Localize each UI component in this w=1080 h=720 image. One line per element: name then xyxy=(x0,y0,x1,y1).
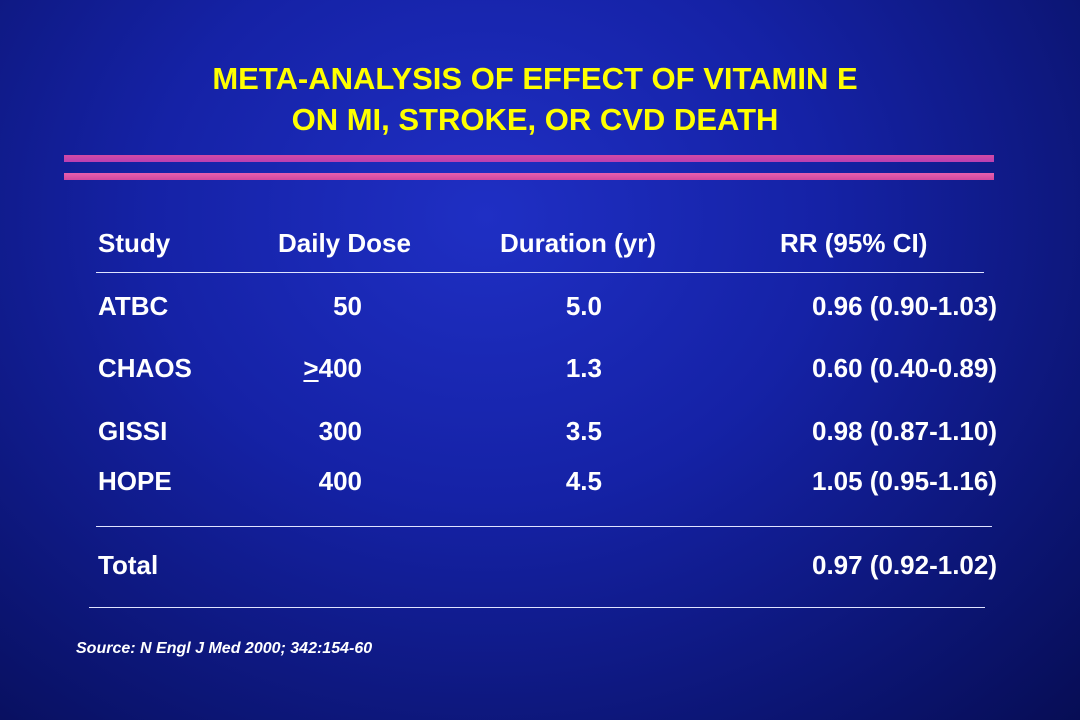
title-line-2: ON MI, STROKE, OR CVD DEATH xyxy=(291,102,779,137)
row-study: GISSI xyxy=(98,416,168,446)
total-label: Total xyxy=(98,550,159,580)
title-divider-top xyxy=(64,155,994,162)
bottom-rule xyxy=(89,607,985,608)
title-divider-bottom xyxy=(64,173,994,180)
row-study: CHAOS xyxy=(98,353,192,383)
row-dose: 400 xyxy=(318,466,362,496)
row-dose: 50 xyxy=(333,291,362,321)
title-line-1: META-ANALYSIS OF EFFECT OF VITAMIN E xyxy=(212,61,858,96)
row-rr: 0.98 (0.87-1.10) xyxy=(811,416,997,446)
header-duration: Duration (yr) xyxy=(500,228,656,258)
total-rule xyxy=(96,526,992,527)
header-rr: RR (95% CI) xyxy=(780,228,928,258)
row-duration: 1.3 xyxy=(565,353,602,383)
row-dose: >400 xyxy=(303,353,362,383)
row-duration: 5.0 xyxy=(565,291,602,321)
header-rule xyxy=(96,272,984,273)
row-duration: 3.5 xyxy=(565,416,602,446)
row-rr: 0.60 (0.40-0.89) xyxy=(811,353,997,383)
row-duration: 4.5 xyxy=(565,466,602,496)
row-dose: 300 xyxy=(318,416,362,446)
row-study: ATBC xyxy=(98,291,169,321)
row-rr: 0.96 (0.90-1.03) xyxy=(811,291,997,321)
row-rr: 1.05 (0.95-1.16) xyxy=(811,466,997,496)
dose-prefix-ge: > xyxy=(303,353,319,383)
header-study: Study xyxy=(98,228,171,258)
row-study: HOPE xyxy=(98,466,172,496)
header-daily-dose: Daily Dose xyxy=(278,228,411,258)
slide-title: META-ANALYSIS OF EFFECT OF VITAMIN E ON … xyxy=(0,58,1080,140)
source-citation: Source: N Engl J Med 2000; 342:154-60 xyxy=(76,640,373,657)
total-rr: 0.97 (0.92-1.02) xyxy=(811,550,997,580)
